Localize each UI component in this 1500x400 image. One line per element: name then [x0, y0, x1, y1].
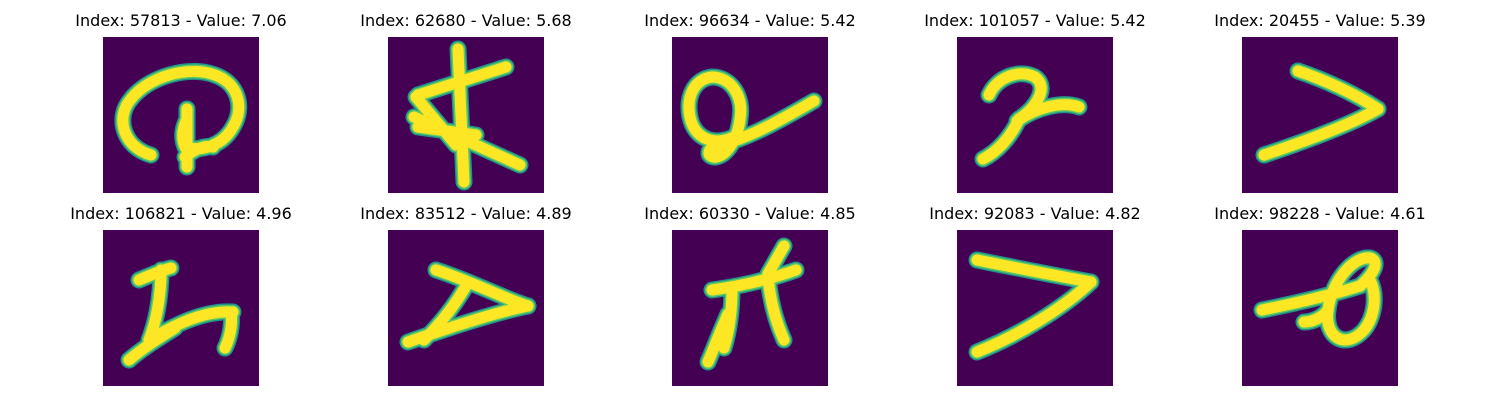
panel-title: Index: 83512 - Value: 4.89: [360, 204, 572, 223]
character-image: [672, 230, 828, 386]
stroke-core: [1292, 65, 1384, 115]
stroke-core: [219, 306, 237, 354]
stroke-core: [123, 322, 181, 366]
glyph-a-svg: [103, 37, 259, 193]
character-image: [103, 230, 259, 386]
image-panel-8: Index: 60330 - Value: 4.85: [635, 203, 865, 393]
image-panel-7: Index: 83512 - Value: 4.89: [351, 203, 581, 393]
stroke-core: [971, 254, 1097, 288]
character-image: [1242, 37, 1398, 193]
panel-title: Index: 20455 - Value: 5.39: [1214, 11, 1426, 30]
image-panel-3: Index: 96634 - Value: 5.42: [635, 10, 865, 200]
character-image: [388, 37, 544, 193]
stroke-core: [1256, 280, 1366, 316]
glyph-j-svg: [1242, 230, 1398, 386]
stroke-core: [412, 121, 482, 141]
image-panel-5: Index: 20455 - Value: 5.39: [1205, 10, 1435, 200]
stroke-core: [762, 270, 790, 346]
stroke-core: [179, 141, 219, 163]
character-image: [957, 37, 1113, 193]
glyph-i-svg: [957, 230, 1113, 386]
image-panel-6: Index: 106821 - Value: 4.96: [66, 203, 296, 393]
stroke-core: [683, 71, 820, 163]
stroke-core: [412, 61, 512, 101]
image-background: [672, 230, 828, 386]
panel-title: Index: 62680 - Value: 5.68: [360, 11, 572, 30]
stroke-core: [706, 264, 802, 296]
image-panel-10: Index: 98228 - Value: 4.61: [1205, 203, 1435, 393]
image-panel-4: Index: 101057 - Value: 5.42: [920, 10, 1150, 200]
image-panel-2: Index: 62680 - Value: 5.68: [351, 10, 581, 200]
stroke-core: [1258, 103, 1384, 161]
character-image: [672, 37, 828, 193]
glyph-e-svg: [1242, 37, 1398, 193]
stroke-core: [762, 240, 790, 280]
stroke-core: [971, 276, 1097, 358]
glyph-g-svg: [388, 230, 544, 386]
glyph-f-svg: [103, 230, 259, 386]
glyph-h-svg: [672, 230, 828, 386]
stroke-core: [977, 113, 1025, 165]
stroke-core: [402, 300, 534, 348]
panel-title: Index: 106821 - Value: 4.96: [70, 204, 292, 223]
panel-title: Index: 101057 - Value: 5.42: [924, 11, 1146, 30]
character-image: [957, 230, 1113, 386]
stroke-core: [702, 308, 734, 368]
stroke-core: [1298, 304, 1334, 328]
character-image: [1242, 230, 1398, 386]
character-image: [388, 230, 544, 386]
glyph-d-svg: [957, 37, 1113, 193]
image-panel-1: Index: 57813 - Value: 7.06: [66, 10, 296, 200]
panel-title: Index: 96634 - Value: 5.42: [644, 11, 856, 30]
panel-title: Index: 92083 - Value: 4.82: [929, 204, 1141, 223]
panel-title: Index: 57813 - Value: 7.06: [75, 11, 287, 30]
panel-title: Index: 60330 - Value: 4.85: [644, 204, 856, 223]
stroke-core: [452, 43, 470, 188]
panel-title: Index: 98228 - Value: 4.61: [1214, 204, 1426, 223]
image-panel-9: Index: 92083 - Value: 4.82: [920, 203, 1150, 393]
glyph-c-svg: [672, 37, 828, 193]
character-image: [103, 37, 259, 193]
glyph-b-svg: [388, 37, 544, 193]
